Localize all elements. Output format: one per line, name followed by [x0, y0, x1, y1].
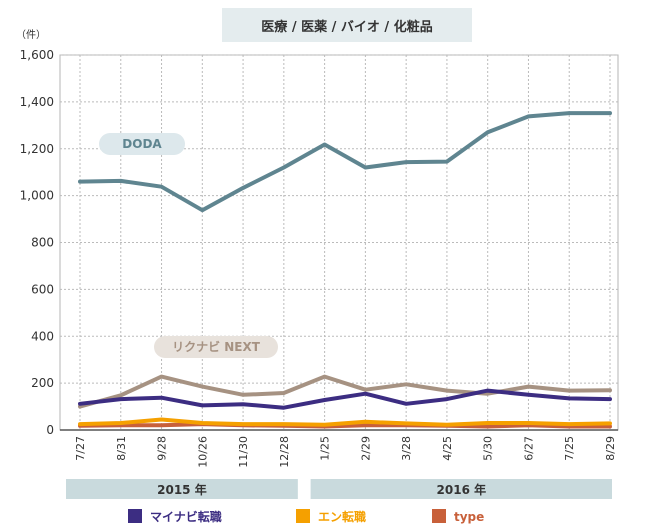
- x-tick-label: 9/28: [156, 436, 169, 461]
- y-axis-ticks: 0 200 400 600 800 1,000 1,200 1,400 1,600: [20, 48, 54, 437]
- x-tick-label: 4/25: [441, 436, 454, 461]
- y-tick-label: 600: [31, 282, 54, 296]
- year-label: 2016 年: [437, 482, 487, 497]
- x-tick-label: 1/25: [319, 436, 332, 461]
- x-tick-label: 7/25: [563, 436, 576, 461]
- legend-swatch: [128, 509, 142, 523]
- x-tick-label: 8/31: [115, 436, 128, 461]
- year-band: [66, 479, 298, 499]
- series-line: [78, 388, 612, 410]
- series-line: [78, 374, 612, 409]
- x-tick-label: 2/29: [359, 436, 372, 461]
- y-axis-unit: （件）: [16, 29, 46, 41]
- y-tick-label: 1,600: [20, 48, 54, 62]
- year-bands: 2015 年 2016 年: [66, 479, 612, 499]
- chart-title-group: 医療 / 医薬 / バイオ / 化粧品: [222, 8, 472, 42]
- series-line: [78, 111, 612, 213]
- year-band: [310, 479, 612, 499]
- series-label-bg: [99, 133, 185, 155]
- series-line: [78, 417, 612, 427]
- legend: マイナビ転職 エン転職 type: [128, 509, 484, 524]
- y-tick-label: 1,200: [20, 142, 54, 156]
- series-labels: DODA リクナビ NEXT: [99, 133, 278, 358]
- x-tick-label: 7/27: [74, 436, 87, 461]
- legend-label: エン転職: [318, 509, 366, 524]
- plot-frame: [59, 54, 619, 431]
- y-tick-label: 200: [31, 376, 54, 390]
- legend-label: type: [454, 510, 484, 524]
- y-tick-label: 1,000: [20, 189, 54, 203]
- series-label: DODA: [122, 137, 162, 151]
- x-tick-label: 6/27: [522, 436, 535, 461]
- x-tick-label: 12/28: [278, 436, 291, 468]
- series-label-bg: [154, 336, 278, 358]
- legend-label: マイナビ転職: [150, 509, 222, 524]
- y-tick-label: 1,400: [20, 95, 54, 109]
- y-tick-label: 400: [31, 329, 54, 343]
- legend-swatch: [432, 509, 446, 523]
- x-tick-label: 5/30: [482, 436, 495, 461]
- chart-title: 医療 / 医薬 / バイオ / 化粧品: [261, 19, 432, 35]
- legend-swatch: [296, 509, 310, 523]
- x-tick-label: 8/29: [604, 436, 617, 461]
- y-tick-label: 800: [31, 236, 54, 250]
- gridlines: [59, 54, 619, 431]
- x-tick-label: 3/28: [400, 436, 413, 461]
- chart-title-box: [222, 8, 472, 42]
- x-tick-label: 10/26: [196, 436, 209, 468]
- x-axis-ticks: 7/27 8/31 9/28 10/26 11/30 12/28 1/25 2/29 3/28 4…: [74, 436, 617, 468]
- series-lines: [78, 111, 612, 429]
- y-tick-label: 0: [46, 423, 54, 437]
- year-label: 2015 年: [157, 482, 207, 497]
- x-tick-label: 11/30: [237, 436, 250, 468]
- series-line: [78, 422, 612, 429]
- series-label: リクナビ NEXT: [172, 339, 261, 354]
